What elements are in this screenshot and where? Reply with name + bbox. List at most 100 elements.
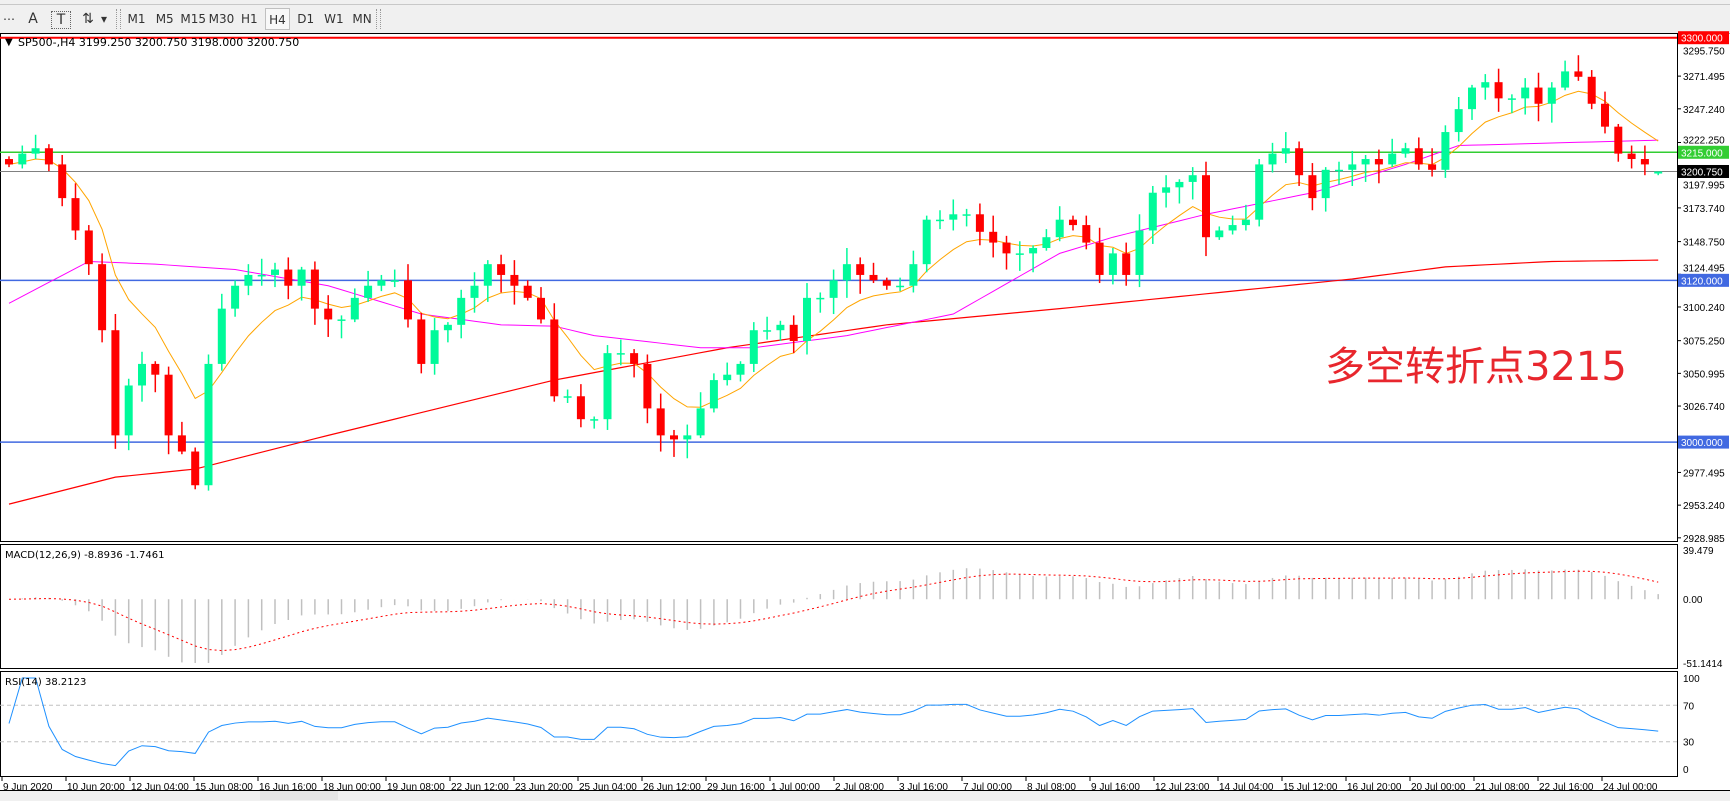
bull-candle	[204, 363, 213, 486]
annotation-text: 多空转折点3215	[1325, 344, 1627, 390]
bear-candle	[523, 285, 532, 298]
rsi-panel-frame	[0, 671, 1678, 777]
bull-candle	[1388, 153, 1397, 165]
price-axis-label: 2977.495	[1683, 468, 1725, 479]
bear-candle	[510, 274, 519, 286]
bull-candle	[1241, 219, 1250, 226]
bear-candle	[1414, 148, 1423, 165]
chevron-down-icon[interactable]: ▾	[100, 12, 108, 26]
bull-candle	[18, 153, 27, 165]
time-axis-label: 15 Jul 12:00	[1283, 782, 1338, 793]
bear-candle	[324, 308, 333, 320]
bull-candle	[1547, 87, 1556, 104]
rsi-axis-label: 70	[1683, 701, 1695, 712]
bear-candle	[1295, 148, 1304, 176]
bull-candle	[390, 280, 399, 282]
timeframe-h1-button[interactable]: H1	[240, 12, 258, 26]
timeframe-m30-button[interactable]: M30	[208, 12, 235, 26]
rsi-axis-label: 0	[1683, 765, 1689, 776]
rsi-axis-label: 30	[1683, 738, 1695, 749]
moving-average-slow	[8, 259, 1659, 505]
bull-candle	[590, 419, 599, 421]
bull-candle	[1401, 148, 1410, 154]
time-axis-label: 15 Jun 08:00	[195, 782, 253, 793]
moving-average-mid	[8, 139, 1659, 349]
price-axis-label: 3271.495	[1683, 72, 1725, 83]
bull-candle	[829, 280, 838, 298]
bull-candle	[483, 264, 492, 286]
toolbar-separator	[116, 9, 121, 29]
current-price-label: 3200.750	[1681, 167, 1723, 178]
price-axis-label: 3050.995	[1683, 369, 1725, 380]
bull-candle	[1148, 192, 1157, 231]
bear-candle	[630, 353, 639, 364]
time-axis-label: 7 Jul 00:00	[963, 782, 1012, 793]
bull-candle	[1029, 247, 1038, 254]
bear-candle	[84, 230, 93, 265]
bear-candle	[1534, 87, 1543, 104]
time-axis-label: 25 Jun 04:00	[579, 782, 637, 793]
rsi-line	[8, 677, 1659, 767]
bull-candle	[909, 264, 918, 286]
bull-candle	[563, 396, 572, 398]
time-axis-label: 24 Jul 00:00	[1603, 782, 1658, 793]
bull-candle	[430, 330, 439, 364]
price-axis-label: 3247.240	[1683, 105, 1725, 116]
bear-candle	[856, 264, 865, 275]
bull-candle	[1015, 253, 1024, 255]
time-axis-label: 12 Jul 23:00	[1155, 782, 1210, 793]
timeframe-m5-button[interactable]: M5	[155, 12, 174, 26]
time-axis-label: 9 Jun 2020	[3, 782, 53, 793]
timeframe-m1-button[interactable]: M1	[127, 12, 146, 26]
period-separator-icon[interactable]: ⋯	[3, 12, 15, 26]
bull-candle	[803, 297, 811, 341]
time-axis-label: 29 Jun 16:00	[707, 782, 765, 793]
bear-candle	[58, 164, 67, 199]
macd-axis-label: 0.00	[1683, 595, 1703, 606]
bull-candle	[842, 264, 851, 281]
bear-candle	[417, 319, 426, 364]
time-axis-label: 12 Jun 04:00	[131, 782, 189, 793]
bull-candle	[1135, 230, 1144, 275]
bull-candle	[922, 219, 931, 265]
bull-candle	[949, 214, 958, 220]
line-price-label-bg	[1678, 145, 1729, 159]
timeframe-w1-button[interactable]: W1	[324, 12, 344, 26]
time-axis-label: 1 Jul 00:00	[771, 782, 820, 793]
bull-candle	[1055, 219, 1064, 238]
bear-candle	[1601, 103, 1609, 127]
chart-tab[interactable]	[260, 791, 338, 800]
chart-toolbar: ⋯ A T ⇅ ▾ M1 M5 M15 M30 H1 H4 D1 W1 MN	[0, 5, 1730, 34]
bear-candle	[1082, 225, 1091, 243]
bull-candle	[377, 280, 386, 286]
time-axis-label: 18 Jun 00:00	[323, 782, 381, 793]
macd-axis-label: 39.479	[1683, 546, 1714, 557]
time-axis-label: 23 Jun 20:00	[515, 782, 573, 793]
bear-candle	[576, 396, 585, 420]
time-axis-label: 10 Jun 20:00	[67, 782, 125, 793]
bear-candle	[44, 148, 53, 165]
time-axis-label: 3 Jul 16:00	[899, 782, 948, 793]
timeframe-mn-button[interactable]: MN	[352, 12, 372, 26]
bull-candle	[1561, 71, 1570, 88]
arrows-tool-icon[interactable]: ⇅	[82, 11, 94, 27]
bear-candle	[284, 269, 293, 286]
timeframe-d1-button[interactable]: D1	[297, 12, 315, 26]
timeframe-h4-button[interactable]: H4	[265, 8, 290, 30]
time-axis-label: 8 Jul 08:00	[1027, 782, 1076, 793]
line-price-label: 3300.000	[1681, 34, 1723, 45]
bear-candle	[1428, 164, 1437, 170]
text-tool-icon[interactable]: A	[28, 11, 38, 27]
bull-candle	[723, 374, 732, 381]
line-price-label: 3000.000	[1681, 438, 1723, 449]
bear-candle	[164, 374, 173, 436]
timeframe-m15-button[interactable]: M15	[180, 12, 207, 26]
bull-candle	[1454, 109, 1463, 133]
bear-candle	[1069, 219, 1077, 226]
text-label-tool-icon[interactable]: T	[51, 11, 71, 29]
bull-candle	[1281, 148, 1290, 154]
bear-candle	[1095, 242, 1104, 275]
bull-candle	[896, 285, 905, 288]
line-price-label-bg	[1678, 435, 1729, 449]
